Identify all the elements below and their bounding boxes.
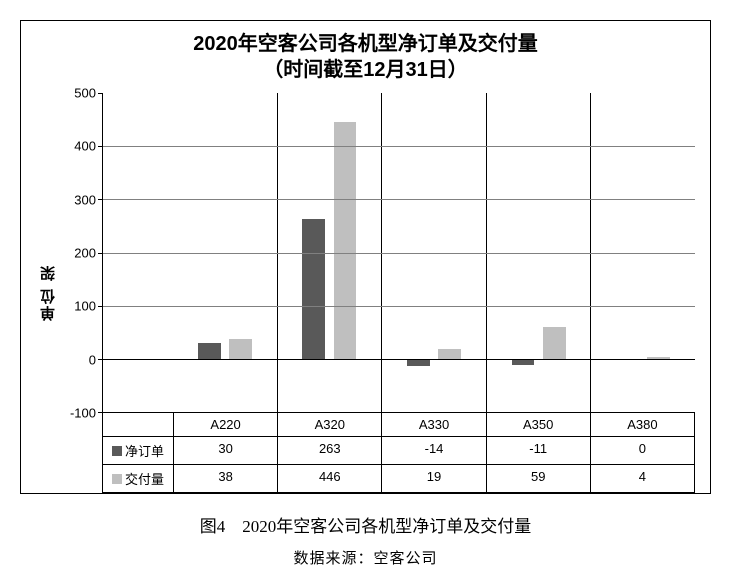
table-row: 交付量 3844619594 bbox=[102, 465, 695, 493]
bar-净订单 bbox=[407, 359, 430, 366]
ylabel-wrap: 单位 架 bbox=[36, 93, 60, 493]
y-axis-label: 单位 架 bbox=[38, 264, 59, 321]
table-cell: -14 bbox=[382, 437, 486, 465]
table-header-cell: A350 bbox=[487, 413, 591, 437]
bar-交付量 bbox=[229, 339, 252, 359]
y-ticks: 5004003002001000-100 bbox=[60, 93, 102, 413]
legend-swatch-icon bbox=[112, 446, 122, 456]
y-tick-label: 500 bbox=[74, 86, 96, 101]
table-cell: 38 bbox=[174, 465, 278, 493]
y-tick-label: -100 bbox=[70, 406, 96, 421]
table-cell: 0 bbox=[591, 437, 695, 465]
table-header-cell: A380 bbox=[591, 413, 695, 437]
bar-交付量 bbox=[543, 327, 566, 358]
table-header-cell: A320 bbox=[278, 413, 382, 437]
y-tick-label: 400 bbox=[74, 139, 96, 154]
gridline bbox=[103, 146, 695, 147]
plot-area bbox=[102, 93, 695, 413]
table-cell: 4 bbox=[591, 465, 695, 493]
table-cell: -11 bbox=[487, 437, 591, 465]
y-tick-label: 0 bbox=[89, 352, 96, 367]
table-header-cell: A220 bbox=[174, 413, 278, 437]
y-tick-label: 100 bbox=[74, 299, 96, 314]
table-header-cell: A330 bbox=[382, 413, 486, 437]
table-row: 净订单 30263-14-110 bbox=[102, 437, 695, 465]
y-tick-mark bbox=[98, 93, 103, 94]
chart-title-line1: 2020年空客公司各机型净订单及交付量 bbox=[36, 31, 695, 57]
plot-row: 5004003002001000-100 bbox=[60, 93, 695, 413]
y-tick-mark bbox=[98, 412, 103, 413]
table-corner bbox=[103, 413, 174, 437]
y-tick-label: 300 bbox=[74, 192, 96, 207]
data-table: A220A320A330A350A380 净订单 30263-14-110 交付量 38… bbox=[102, 413, 695, 493]
bar-净订单 bbox=[198, 343, 221, 359]
table-cell: 30 bbox=[174, 437, 278, 465]
y-tick-label: 200 bbox=[74, 246, 96, 261]
series-label: 净订单 bbox=[103, 437, 174, 465]
figure-caption: 图4 2020年空客公司各机型净订单及交付量 bbox=[20, 512, 711, 537]
chart-body: 单位 架 5004003002001000-100 A220A320A330A3… bbox=[36, 93, 695, 493]
legend-swatch-icon bbox=[112, 474, 122, 484]
table-cell: 263 bbox=[278, 437, 382, 465]
chart-container: 2020年空客公司各机型净订单及交付量 （时间截至12月31日） 单位 架 50… bbox=[20, 20, 711, 494]
series-name: 交付量 bbox=[125, 469, 164, 488]
bar-净订单 bbox=[302, 219, 325, 359]
plot-column: 5004003002001000-100 A220A320A330A350A38… bbox=[60, 93, 695, 493]
series-name: 净订单 bbox=[125, 441, 164, 460]
series-label: 交付量 bbox=[103, 465, 174, 493]
gridline bbox=[103, 253, 695, 254]
table-cell: 19 bbox=[382, 465, 486, 493]
chart-title: 2020年空客公司各机型净订单及交付量 （时间截至12月31日） bbox=[36, 31, 695, 83]
table-row: A220A320A330A350A380 bbox=[102, 413, 695, 437]
gridline bbox=[103, 306, 695, 307]
table-cell: 59 bbox=[487, 465, 591, 493]
gridline bbox=[103, 199, 695, 200]
table-cell: 446 bbox=[278, 465, 382, 493]
chart-title-line2: （时间截至12月31日） bbox=[36, 57, 695, 83]
bar-交付量 bbox=[438, 349, 461, 359]
gridline bbox=[103, 359, 695, 360]
data-source: 数据来源：空客公司 bbox=[20, 547, 711, 568]
bar-交付量 bbox=[334, 122, 357, 359]
